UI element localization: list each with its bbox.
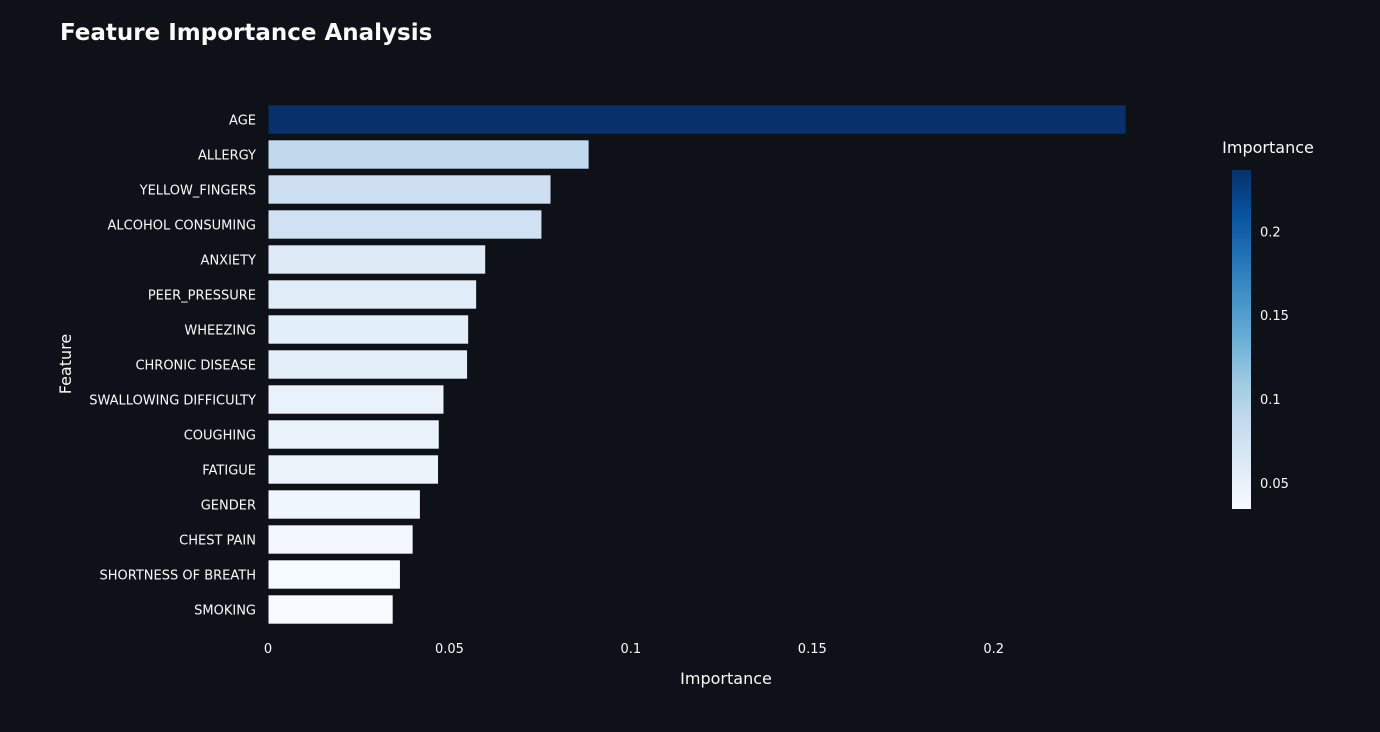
bar-alcohol-consuming[interactable] [267,209,543,240]
x-axis-label: Importance [680,669,772,688]
bar-allergy[interactable] [267,139,590,170]
x-tick-labels: 0 0.05 0.1 0.15 0.2 [264,642,1004,657]
colorbar-tick-labels: 0.05 0.1 0.15 0.2 [1260,225,1289,492]
bar-coughing[interactable] [267,419,440,450]
bar-fatigue[interactable] [267,454,440,485]
y-tick-label: SHORTNESS OF BREATH [100,569,256,584]
y-tick-label: YELLOW_FINGERS [139,184,256,199]
y-tick-labels: AGE ALLERGY YELLOW_FINGERS ALCOHOL CONSUMIN… [89,114,256,619]
colorbar: Importance 0.05 0.1 0.15 0.2 [1222,138,1314,509]
bar-anxiety[interactable] [267,244,487,275]
bar-smoking[interactable] [267,594,394,625]
x-tick-label: 0.15 [798,642,827,657]
bar-age[interactable] [267,104,1127,135]
colorbar-tick-label: 0.05 [1260,477,1289,492]
y-tick-label: SWALLOWING DIFFICULTY [89,394,256,409]
bar-yellow-fingers[interactable] [267,174,552,205]
colorbar-gradient [1232,170,1251,509]
x-tick-label: 0.05 [435,642,464,657]
y-tick-label: CHRONIC DISEASE [135,359,256,374]
colorbar-tick-label: 0.15 [1260,309,1289,324]
colorbar-tick-label: 0.2 [1260,225,1281,240]
y-tick-label: AGE [229,114,256,129]
y-tick-label: SMOKING [194,604,256,619]
bar-gender[interactable] [267,489,421,520]
y-tick-label: FATIGUE [202,464,256,479]
y-tick-label: GENDER [201,499,256,514]
bars-layer [267,104,1127,625]
colorbar-tick-label: 0.1 [1260,393,1281,408]
bar-swallowing-difficulty[interactable] [267,384,445,415]
bar-peer-pressure[interactable] [267,279,478,310]
y-tick-label: ALCOHOL CONSUMING [108,219,256,234]
y-tick-label: PEER_PRESSURE [148,289,256,304]
colorbar-title: Importance [1222,138,1314,157]
y-tick-label: WHEEZING [184,324,256,339]
bar-wheezing[interactable] [267,314,470,345]
y-tick-label: ANXIETY [201,254,257,269]
x-tick-label: 0.1 [621,642,642,657]
bar-chest-pain[interactable] [267,524,414,555]
x-tick-label: 0.2 [983,642,1004,657]
y-tick-label: CHEST PAIN [179,534,256,549]
bar-chronic-disease[interactable] [267,349,469,380]
x-tick-label: 0 [264,642,272,657]
bar-shortness-of-breath[interactable] [267,559,401,590]
chart-title: Feature Importance Analysis [60,20,432,46]
y-tick-label: ALLERGY [198,149,256,164]
y-tick-label: COUGHING [184,429,256,444]
y-axis-label: Feature [56,334,75,394]
